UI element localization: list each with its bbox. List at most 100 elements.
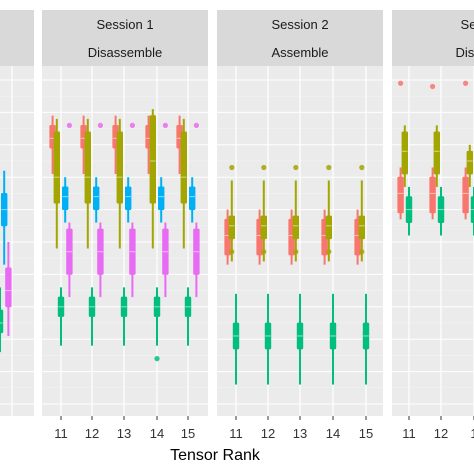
box-series-3 bbox=[62, 177, 69, 223]
box-series-4 bbox=[193, 222, 200, 298]
outlier-point bbox=[129, 122, 135, 128]
box-body bbox=[466, 150, 473, 175]
x-tick-label: 12 bbox=[85, 426, 99, 441]
outlier-point bbox=[293, 249, 299, 255]
box-series-2 bbox=[296, 293, 304, 385]
box-body bbox=[62, 186, 69, 210]
outlier-point bbox=[97, 122, 103, 128]
x-tick-label: 15 bbox=[359, 426, 373, 441]
facet-strip-task-label: Assemble bbox=[271, 45, 328, 60]
box-series-2 bbox=[57, 287, 65, 346]
facet-strip bbox=[392, 10, 474, 66]
box-series-1 bbox=[325, 180, 332, 262]
outlier-point bbox=[430, 83, 436, 90]
panels-layer: Session 1 Disassemble 11 12 13 14 15 Session 2 A… bbox=[0, 10, 474, 441]
box-series-4 bbox=[97, 222, 104, 298]
box-series-3 bbox=[0, 170, 8, 265]
box-body bbox=[292, 215, 299, 240]
box-series-0 bbox=[397, 167, 404, 220]
box-body bbox=[358, 215, 365, 240]
outlier-point bbox=[398, 80, 404, 86]
box-series-4 bbox=[5, 242, 12, 336]
box-series-3 bbox=[93, 177, 100, 223]
box-body bbox=[84, 131, 91, 204]
outlier-point bbox=[463, 80, 469, 86]
box-series-2 bbox=[184, 287, 192, 346]
facet-strip-session-label: Session 2 bbox=[271, 17, 328, 32]
box-series-2 bbox=[120, 287, 128, 346]
facet-panel: Session 1 Disassemble 11 12 13 14 15 bbox=[42, 10, 208, 441]
box-series-4 bbox=[129, 222, 136, 298]
box-series-2 bbox=[0, 287, 4, 353]
outlier-point bbox=[359, 164, 365, 171]
box-series-1 bbox=[84, 118, 91, 249]
outlier-point bbox=[359, 249, 365, 255]
facet-panel: Session 2 Assemble 11 12 13 14 15 bbox=[217, 10, 383, 441]
box-body bbox=[125, 186, 132, 210]
facet-strip-task-label: Disass bbox=[455, 45, 474, 60]
box-series-2 bbox=[470, 186, 474, 236]
facet-strip bbox=[42, 10, 208, 66]
panel-background bbox=[0, 66, 34, 416]
box-series-1 bbox=[433, 125, 440, 187]
box-body bbox=[188, 186, 196, 210]
facet-strip-session-label: Sess bbox=[461, 17, 474, 32]
x-tick-label: 14 bbox=[150, 426, 164, 441]
box-body bbox=[116, 131, 123, 204]
box-series-2 bbox=[437, 186, 445, 236]
box-series-2 bbox=[153, 287, 161, 346]
panel-content bbox=[0, 10, 34, 416]
outlier-point bbox=[326, 249, 332, 255]
x-tick-label: 13 bbox=[117, 426, 131, 441]
x-tick-label: 13 bbox=[293, 426, 307, 441]
box-series-1 bbox=[228, 180, 235, 262]
box-series-2 bbox=[88, 287, 96, 346]
box-body bbox=[149, 115, 156, 204]
box-series-2 bbox=[405, 186, 413, 236]
facet-strip-task-label: Disassemble bbox=[88, 45, 162, 60]
box-series-3 bbox=[157, 177, 165, 223]
box-series-1 bbox=[466, 144, 473, 187]
outlier-point bbox=[162, 122, 168, 128]
box-body bbox=[433, 131, 440, 175]
outlier-point bbox=[229, 164, 235, 171]
box-body bbox=[325, 215, 332, 240]
box-series-2 bbox=[362, 293, 370, 385]
box-series-0 bbox=[429, 167, 436, 220]
box-body bbox=[93, 186, 100, 210]
x-tick-label: 11 bbox=[54, 426, 68, 441]
facet-panel bbox=[0, 10, 34, 416]
box-series-1 bbox=[149, 109, 156, 249]
outlier-point bbox=[229, 249, 235, 255]
x-tick-label: 14 bbox=[326, 426, 340, 441]
panel-content: Session 1 Disassemble bbox=[42, 10, 208, 416]
box-series-1 bbox=[116, 118, 123, 249]
box-body bbox=[462, 176, 469, 214]
x-tick-label: 12 bbox=[261, 426, 275, 441]
box-series-1 bbox=[358, 180, 365, 262]
panel-content: Session 2 Assemble bbox=[217, 10, 383, 416]
box-series-2 bbox=[329, 293, 337, 385]
outlier-point bbox=[66, 122, 72, 128]
box-body bbox=[53, 131, 60, 204]
box-series-3 bbox=[125, 177, 132, 223]
x-tick-label: 11 bbox=[402, 426, 416, 441]
x-tick-label: 1 bbox=[470, 426, 474, 441]
facet-strip bbox=[0, 10, 34, 66]
box-body bbox=[397, 176, 404, 214]
facet-strip bbox=[217, 10, 383, 66]
box-body bbox=[180, 131, 187, 204]
panel-background bbox=[392, 66, 474, 416]
x-tick-label: 11 bbox=[229, 426, 243, 441]
x-tick-label: 12 bbox=[434, 426, 448, 441]
box-series-4 bbox=[66, 222, 73, 298]
outlier-point bbox=[193, 122, 199, 128]
box-body bbox=[228, 215, 235, 240]
box-series-2 bbox=[264, 293, 272, 385]
outlier-point bbox=[154, 356, 160, 362]
box-series-4 bbox=[162, 222, 169, 298]
facet-panel: Sess Disass 11 12 1 bbox=[392, 10, 474, 441]
outlier-point bbox=[261, 164, 267, 171]
